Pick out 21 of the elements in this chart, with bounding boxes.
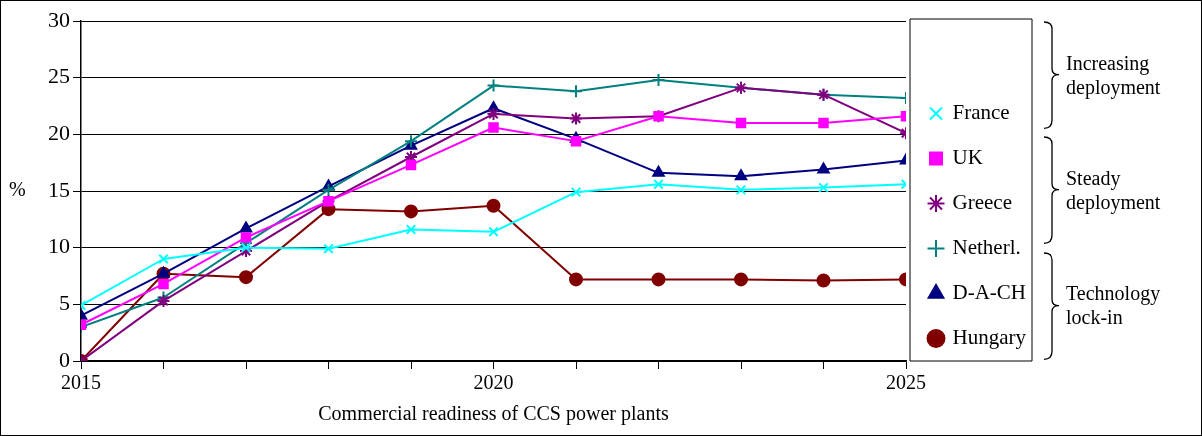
y-tick-label: 30 (48, 6, 70, 32)
text: Technology lock-in (1066, 281, 1162, 330)
legend-label: France (952, 100, 1010, 125)
x-tick-label: 2025 (886, 371, 927, 394)
legend-label: UK (952, 145, 983, 170)
x-tick-label: 2020 (473, 371, 514, 394)
y-tick-label: 10 (48, 233, 70, 259)
legend-label: D-A-CH (952, 280, 1027, 305)
legend-label: Netherl. (952, 235, 1021, 260)
y-tick-label: 25 (48, 63, 70, 89)
legend-label: Hungary (952, 325, 1027, 350)
text: Increasing deployment (1066, 50, 1162, 99)
y-tick-label: 15 (48, 176, 70, 202)
y-axis-title: % (9, 178, 26, 201)
x-tick-label: 2015 (61, 371, 101, 394)
y-tick-label: 0 (59, 346, 70, 372)
y-tick-label: 5 (59, 290, 70, 316)
legend-label: Greece (952, 190, 1012, 215)
y-tick-label: 20 (48, 120, 70, 146)
text: Steady deployment (1066, 166, 1162, 214)
x-axis-title: Commercial readiness of CCS power plants (318, 402, 669, 426)
